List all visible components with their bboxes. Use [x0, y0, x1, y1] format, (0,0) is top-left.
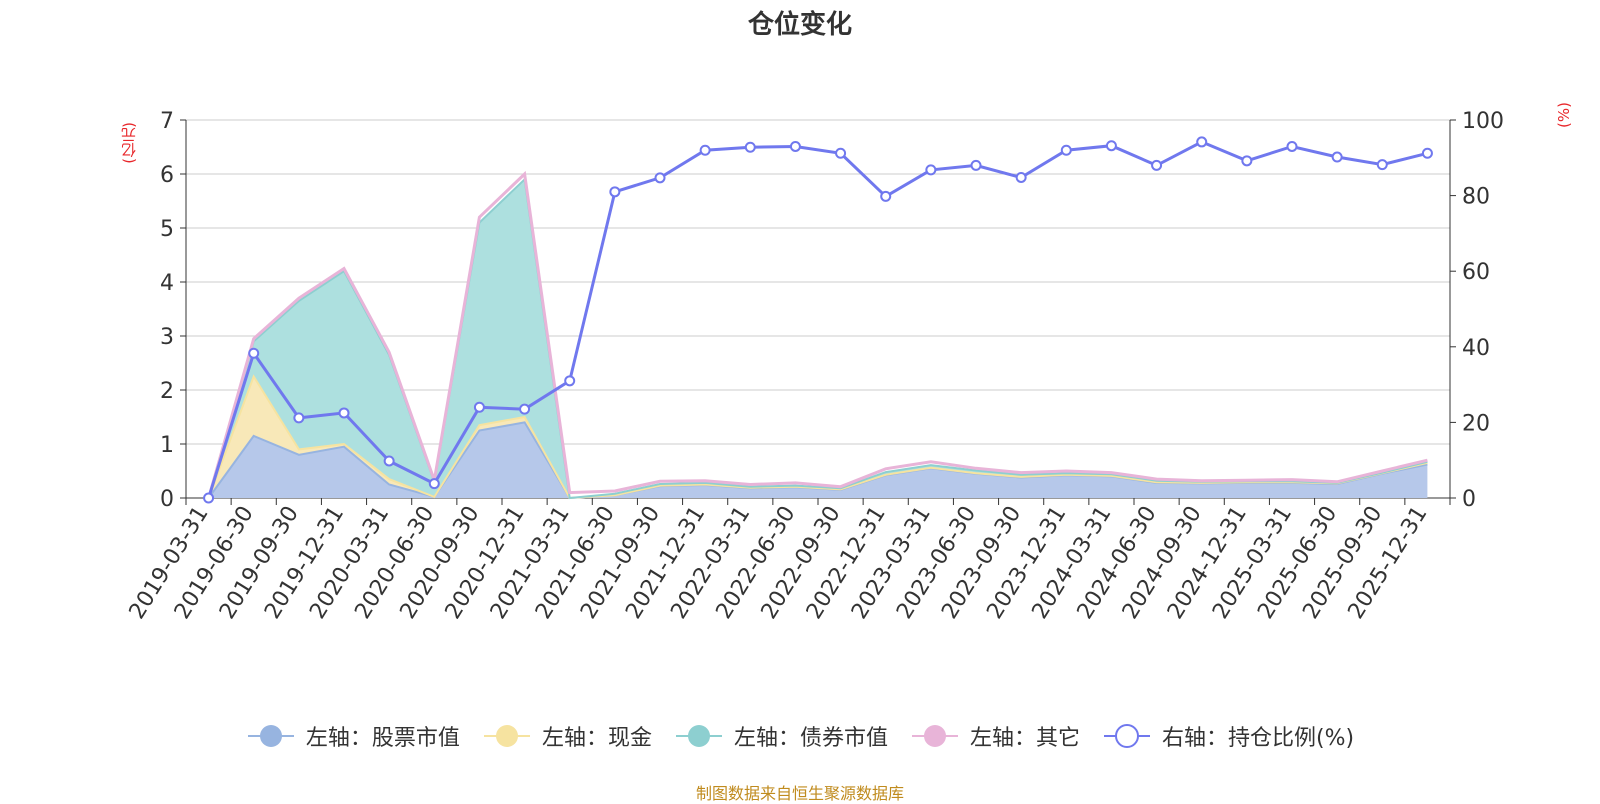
- position-ratio-point[interactable]: [880, 190, 892, 202]
- left-axis-tick-label: 2: [160, 379, 174, 404]
- right-axis-tick-label: 60: [1462, 260, 1490, 285]
- legend-label: 左轴：债券市值: [733, 726, 888, 751]
- legend-item[interactable]: 左轴：股票市值: [246, 720, 460, 752]
- legend-item[interactable]: 右轴：持仓比例(%): [1102, 720, 1354, 752]
- position-ratio-point[interactable]: [1196, 136, 1208, 148]
- position-ratio-point[interactable]: [564, 375, 576, 387]
- left-axis-tick-label: 4: [160, 271, 174, 296]
- position-ratio-point[interactable]: [1331, 151, 1343, 163]
- position-ratio-point[interactable]: [1105, 140, 1117, 152]
- position-ratio-point[interactable]: [1060, 144, 1072, 156]
- legend-circle-icon: [675, 725, 722, 747]
- left-axis-tick-label: 7: [160, 109, 174, 134]
- position-ratio-point[interactable]: [383, 455, 395, 467]
- legend-item[interactable]: 左轴：其它: [910, 720, 1080, 752]
- legend-label: 左轴：现金: [541, 726, 652, 751]
- source-note: 制图数据来自恒生聚源数据库: [695, 784, 904, 803]
- right-axis-tick-label: 0: [1462, 487, 1476, 512]
- chart-title: 仓位变化: [747, 10, 852, 40]
- position-ratio-point[interactable]: [970, 159, 982, 171]
- position-ratio-point[interactable]: [203, 492, 215, 504]
- left-axis-tick-label: 1: [160, 433, 174, 458]
- position-ratio-point[interactable]: [1421, 147, 1433, 159]
- position-ratio-point[interactable]: [293, 412, 305, 424]
- position-ratio-point[interactable]: [744, 141, 756, 153]
- left-axis-tick-label: 6: [160, 163, 174, 188]
- position-ratio-point[interactable]: [1015, 171, 1027, 183]
- position-ratio-point[interactable]: [519, 403, 531, 415]
- legend-line-circle-icon: [1103, 724, 1150, 748]
- legend-label: 左轴：其它: [969, 726, 1080, 751]
- legend-circle-icon: [247, 725, 294, 747]
- legend-label: 右轴：持仓比例(%): [1161, 726, 1355, 751]
- position-ratio-point[interactable]: [248, 347, 260, 359]
- right-axis-tick-label: 100: [1462, 109, 1504, 134]
- position-ratio-point[interactable]: [789, 140, 801, 152]
- position-ratio-point[interactable]: [1376, 159, 1388, 171]
- position-ratio-point[interactable]: [925, 164, 937, 176]
- position-ratio-point[interactable]: [428, 478, 440, 490]
- legend: 左轴：股票市值 左轴：现金 左轴：债券市值 左轴：其它 右轴：持仓比例(%): [0, 720, 1600, 752]
- position-ratio-point[interactable]: [654, 172, 666, 184]
- position-ratio-point[interactable]: [1286, 140, 1298, 152]
- legend-item[interactable]: 左轴：债券市值: [674, 720, 888, 752]
- position-ratio-point[interactable]: [835, 147, 847, 159]
- right-axis-tick-label: 20: [1462, 411, 1490, 436]
- area-2: [208, 179, 1428, 498]
- left-axis-tick-label: 5: [160, 217, 174, 242]
- position-ratio-point[interactable]: [1151, 159, 1163, 171]
- legend-label: 左轴：股票市值: [305, 726, 460, 751]
- chart-canvas: 012345670204060801002019-03-312019-06-30…: [125, 109, 1504, 624]
- legend-circle-icon: [483, 725, 530, 747]
- position-ratio-point[interactable]: [338, 407, 350, 419]
- legend-item[interactable]: 左轴：现金: [482, 720, 652, 752]
- position-ratio-point[interactable]: [609, 186, 621, 198]
- right-axis-tick-label: 80: [1462, 185, 1490, 210]
- series-line-3: [207, 170, 1428, 499]
- position-ratio-point[interactable]: [473, 401, 485, 413]
- left-axis-tick-label: 0: [160, 487, 174, 512]
- legend-circle-icon: [911, 725, 958, 747]
- series-line-1: [207, 374, 1428, 500]
- right-axis-tick-label: 40: [1462, 336, 1490, 361]
- left-axis-tick-label: 3: [160, 325, 174, 350]
- area-0: [208, 422, 1428, 498]
- position-ratio-line: [207, 140, 1428, 499]
- position-ratio-point[interactable]: [699, 144, 711, 156]
- position-ratio-point[interactable]: [1241, 155, 1253, 167]
